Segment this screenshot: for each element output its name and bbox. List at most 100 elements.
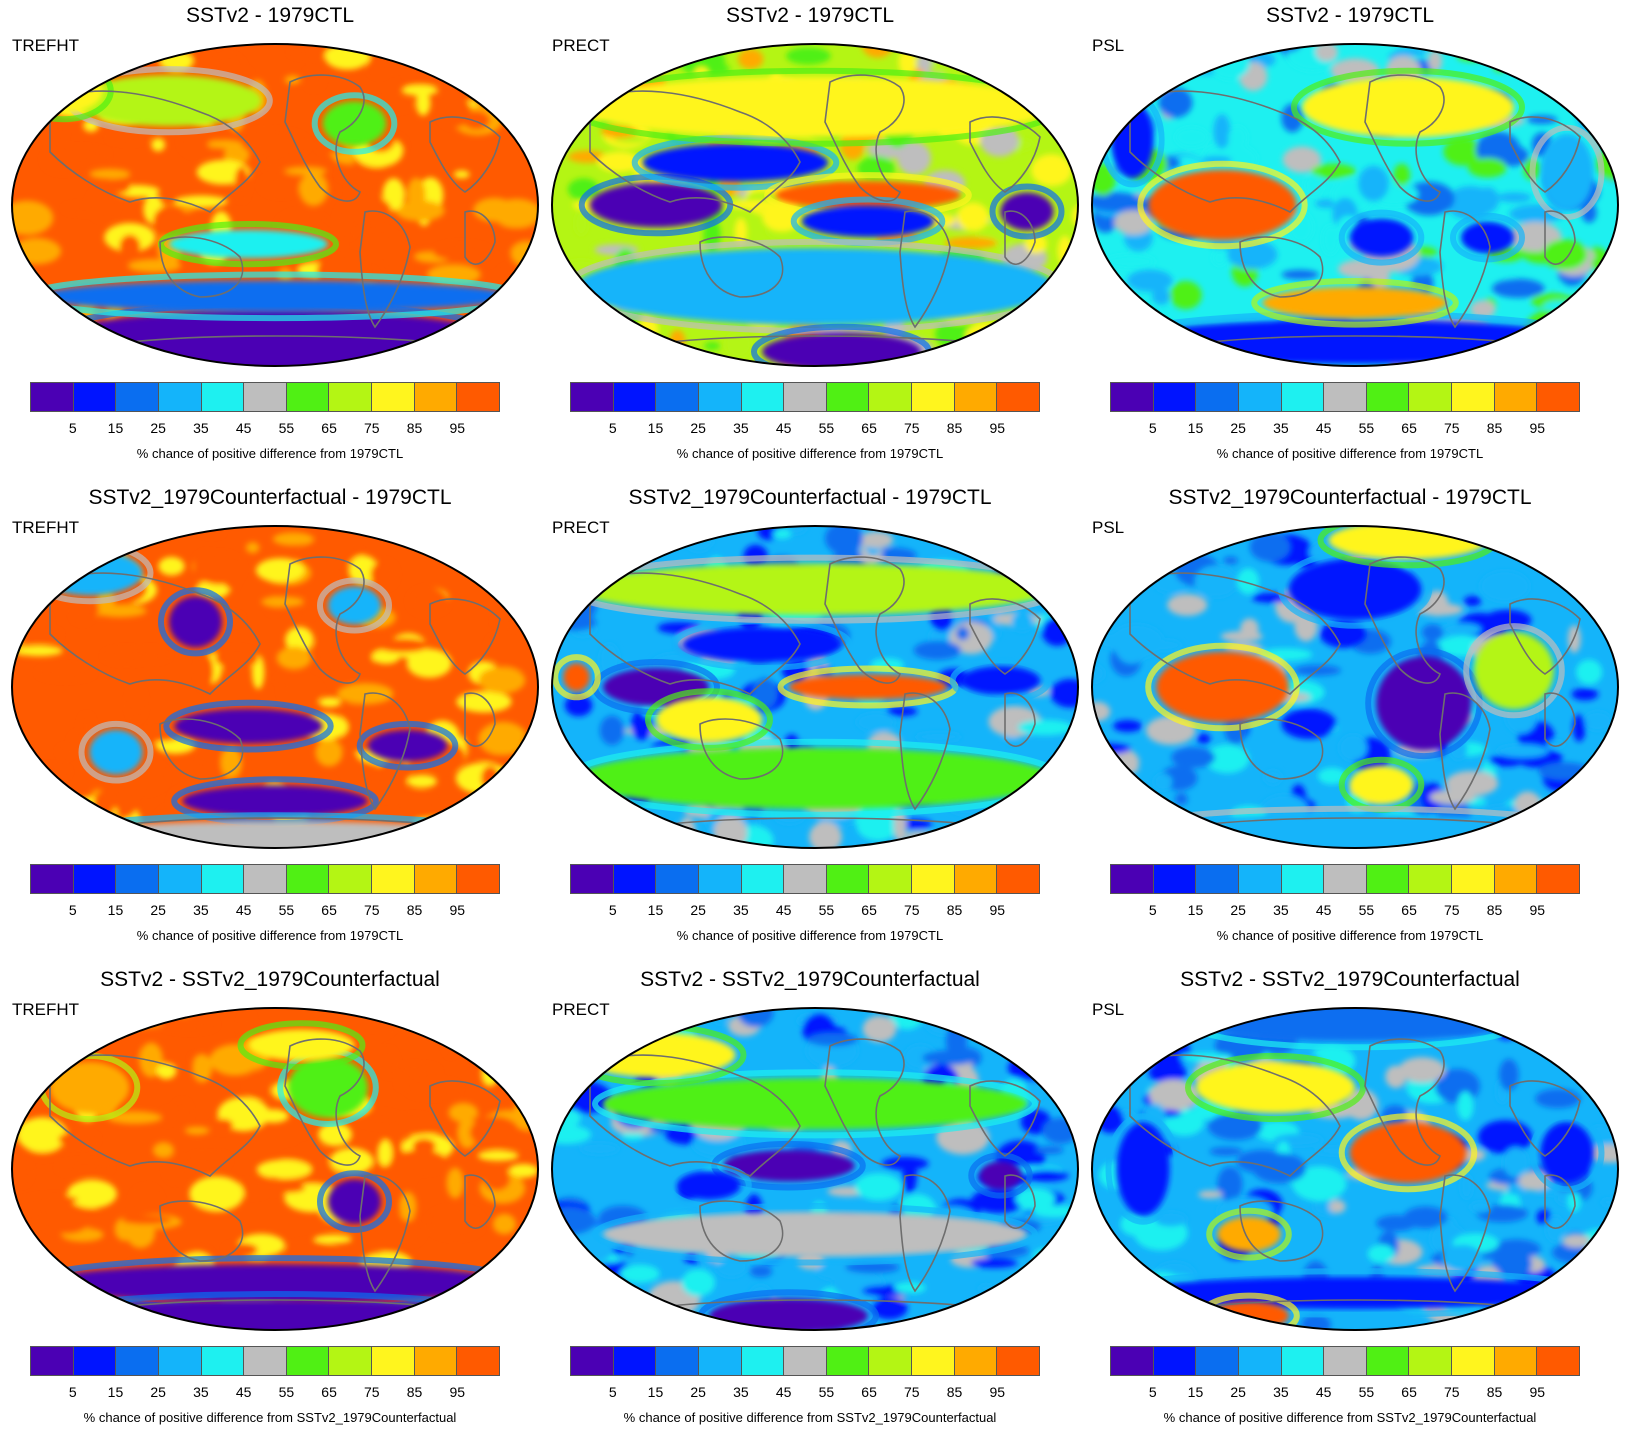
colorbar-swatch: [784, 865, 827, 893]
probability-field: [1092, 1008, 1618, 1330]
colorbar-swatch: [869, 383, 913, 411]
colorbar-swatch: [31, 383, 74, 411]
colorbar-swatch: [201, 1347, 245, 1375]
coastlines: [49, 556, 501, 825]
colorbar-swatch: [741, 383, 785, 411]
colorbar-tick-label: 35: [733, 420, 749, 436]
colorbar-swatch: [656, 1347, 699, 1375]
colorbar: [30, 382, 500, 412]
colorbar: [30, 1346, 500, 1376]
colorbar-ticks: 5 15 25 35 45 55 65 75 85 95: [1110, 902, 1580, 922]
colorbar-swatch: [286, 383, 330, 411]
map-outline: [11, 43, 539, 367]
map-svg: [11, 525, 539, 849]
colorbar-tick-label: 35: [193, 1384, 209, 1400]
colorbar-tick-label: 45: [235, 1384, 252, 1400]
panel-title: SSTv2 - SSTv2_1979Counterfactual: [1180, 968, 1520, 991]
colorbar-tick-label: 25: [1230, 1384, 1246, 1400]
colorbar-tick-label: 55: [278, 1384, 295, 1400]
coastlines: [1129, 556, 1581, 825]
coastlines: [589, 74, 1041, 343]
map-outline: [551, 1007, 1079, 1331]
colorbar-swatch: [784, 383, 827, 411]
colorbar-ticks: 5 15 25 35 45 55 65 75 85 95: [570, 902, 1040, 922]
colorbar-tick-label: 75: [1444, 420, 1460, 436]
colorbar-tick-label: 15: [647, 1384, 664, 1400]
colorbar-swatch: [1452, 865, 1495, 893]
colorbar-tick-label: 85: [406, 902, 423, 918]
world-map: [10, 42, 540, 368]
colorbar-tick-label: 35: [1273, 902, 1289, 918]
colorbar-swatch: [244, 865, 287, 893]
colorbar-ticks: 5 15 25 35 45 55 65 75 85 95: [570, 420, 1040, 440]
colorbar-tick-label: 5: [68, 420, 77, 436]
colorbar-swatch: [414, 1347, 458, 1375]
colorbar-swatch: [1366, 383, 1410, 411]
colorbar-tick-label: 75: [1444, 902, 1460, 918]
map-panel: SSTv2 - SSTv2_1979Counterfactual TREFHT 5 1…: [0, 964, 540, 1434]
colorbar-tick-label: 85: [1486, 420, 1503, 436]
colorbar-tick-label: 5: [1148, 420, 1157, 436]
colorbar: [1110, 382, 1580, 412]
colorbar-caption: % chance of positive difference from SST…: [623, 1410, 997, 1425]
colorbar-ticks: 5 15 25 35 45 55 65 75 85 95: [30, 420, 500, 440]
map-panel: SSTv2 - SSTv2_1979Counterfactual PRECT 5 15…: [540, 964, 1080, 1434]
colorbar-tick-label: 5: [608, 902, 617, 918]
panel-title: SSTv2_1979Counterfactual - 1979CTL: [1168, 486, 1532, 509]
colorbar-tick-label: 45: [775, 1384, 792, 1400]
panel-title: SSTv2 - SSTv2_1979Counterfactual: [640, 968, 980, 991]
colorbar-tick-label: 55: [818, 1384, 835, 1400]
map-outline: [1091, 1007, 1619, 1331]
map-outline: [551, 43, 1079, 367]
colorbar-swatch: [414, 383, 458, 411]
colorbar-swatch: [158, 865, 202, 893]
colorbar-tick-label: 45: [775, 902, 792, 918]
colorbar: [1110, 1346, 1580, 1376]
colorbar-tick-label: 45: [235, 902, 252, 918]
map-panel: SSTv2 - SSTv2_1979Counterfactual PSL 5 15 25…: [1080, 964, 1620, 1434]
colorbar-tick-label: 65: [321, 1384, 337, 1400]
colorbar-swatch: [158, 1347, 202, 1375]
colorbar-tick-label: 55: [1358, 1384, 1375, 1400]
colorbar-swatch: [286, 1347, 330, 1375]
map-outline: [1091, 525, 1619, 849]
colorbar-caption: % chance of positive difference from SST…: [83, 1410, 457, 1425]
variable-label: PSL: [1092, 518, 1125, 537]
colorbar-swatch: [954, 865, 998, 893]
colorbar-tick-label: 55: [278, 420, 295, 436]
colorbar-swatch: [116, 1347, 159, 1375]
colorbar-tick-label: 75: [1444, 1384, 1460, 1400]
colorbar-tick-label: 85: [1486, 1384, 1503, 1400]
colorbar-swatch: [73, 1347, 117, 1375]
colorbar-swatch: [1111, 865, 1154, 893]
colorbar-tick-label: 35: [1273, 420, 1289, 436]
colorbar-tick-label: 95: [989, 1384, 1006, 1400]
colorbar-tick-label: 75: [904, 420, 920, 436]
colorbar-tick-label: 95: [449, 420, 466, 436]
colorbar-tick-label: 25: [1230, 420, 1246, 436]
colorbar-caption: % chance of positive difference from 197…: [676, 928, 944, 943]
world-map: [1090, 524, 1620, 850]
map-outline: [551, 525, 1079, 849]
colorbar-tick-label: 15: [107, 902, 124, 918]
colorbar-tick-label: 25: [1230, 902, 1246, 918]
colorbar-swatch: [329, 1347, 373, 1375]
colorbar-swatch: [372, 865, 415, 893]
map-svg: [1091, 525, 1619, 849]
colorbar-tick-label: 25: [150, 902, 166, 918]
probability-field: [552, 1008, 1078, 1330]
colorbar-swatch: [1153, 865, 1197, 893]
colorbar-swatch: [698, 865, 742, 893]
colorbar-swatch: [1281, 383, 1325, 411]
colorbar-swatch: [571, 1347, 614, 1375]
variable-label: TREFHT: [12, 36, 80, 55]
world-map: [550, 1006, 1080, 1332]
colorbar-tick-label: 75: [364, 1384, 380, 1400]
colorbar-ticks: 5 15 25 35 45 55 65 75 85 95: [1110, 1384, 1580, 1404]
colorbar-tick-label: 35: [193, 902, 209, 918]
colorbar-tick-label: 65: [1401, 1384, 1417, 1400]
coastlines: [49, 1038, 501, 1307]
colorbar-swatch: [698, 1347, 742, 1375]
colorbar-swatch: [372, 1347, 415, 1375]
colorbar-swatch: [1324, 383, 1367, 411]
